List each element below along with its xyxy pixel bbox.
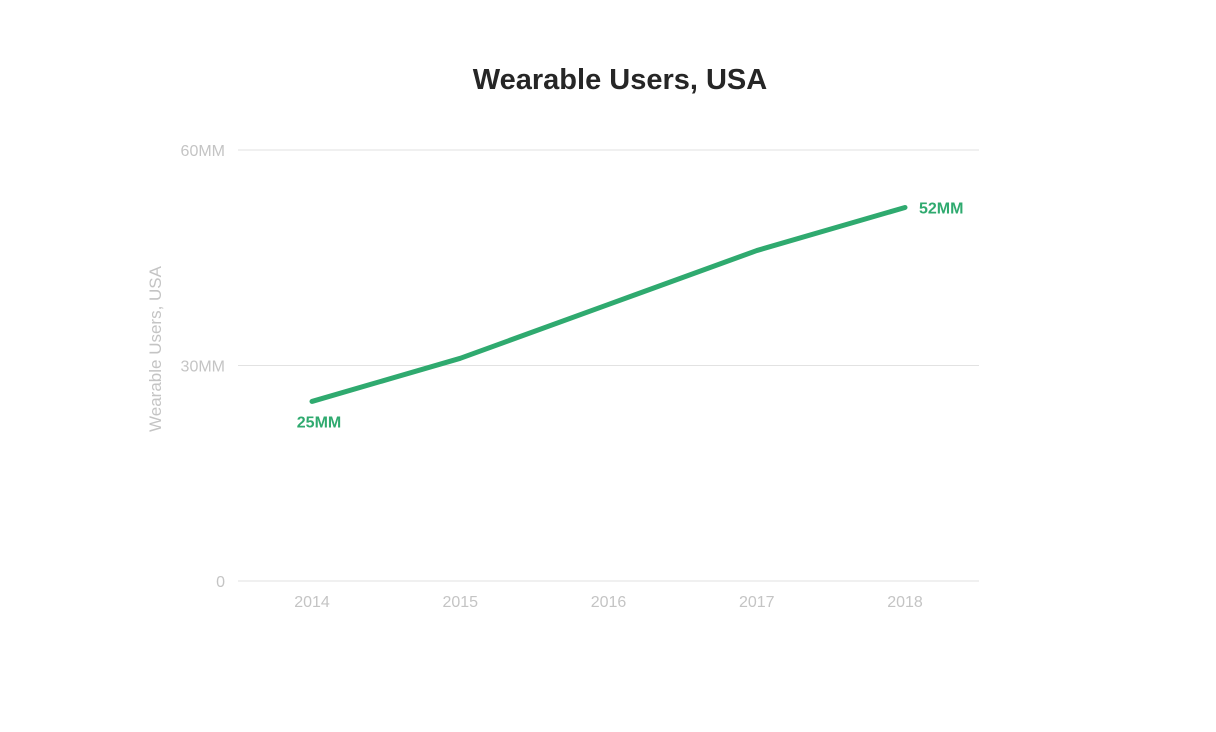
- gridlines: [238, 149, 979, 582]
- y-axis-ticks: 0 30MM 60MM: [181, 143, 226, 591]
- x-axis-ticks: 2014 2015 2016 2017 2018: [294, 594, 923, 611]
- x-tick-label-1: 2015: [442, 594, 478, 611]
- series-line-0: [309, 204, 908, 404]
- y-tick-label-1: 30MM: [181, 359, 225, 376]
- y-axis-label: Wearable Users, USA: [146, 265, 165, 432]
- data-label-1: 52MM: [919, 200, 963, 217]
- chart-title: Wearable Users, USA: [473, 64, 767, 96]
- data-label-0: 25MM: [297, 414, 341, 431]
- x-tick-label-2: 2016: [591, 594, 627, 611]
- x-tick-label-3: 2017: [739, 594, 775, 611]
- x-tick-label-0: 2014: [294, 594, 330, 611]
- x-tick-label-4: 2018: [887, 594, 923, 611]
- data-labels: 25MM 52MM: [297, 200, 964, 431]
- series-layer: [309, 204, 908, 404]
- y-tick-label-2: 60MM: [181, 143, 225, 160]
- y-tick-label-0: 0: [216, 574, 225, 591]
